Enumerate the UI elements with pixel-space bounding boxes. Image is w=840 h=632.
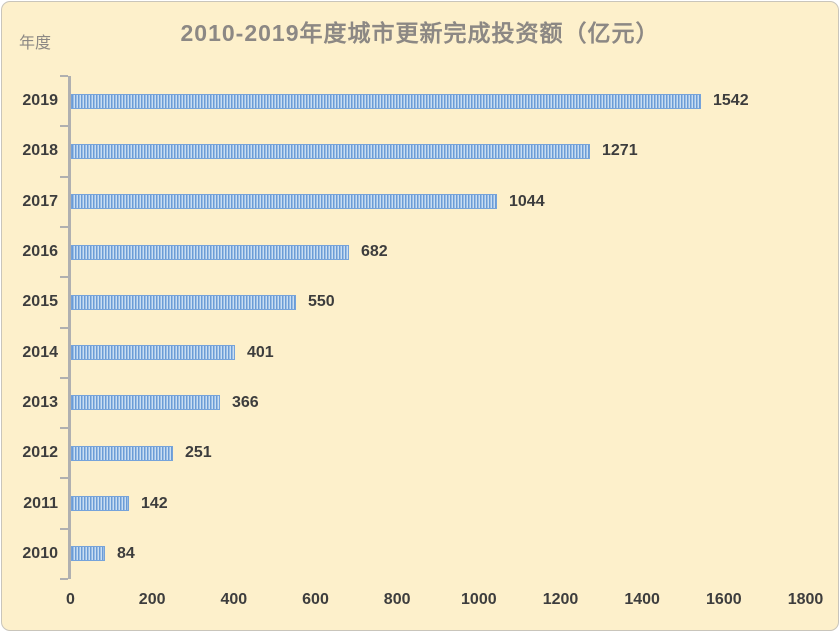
category-label: 2017 <box>22 193 58 210</box>
y-axis-tick <box>60 376 68 379</box>
category-label: 2010 <box>22 545 58 562</box>
bar <box>71 245 349 260</box>
value-label: 1271 <box>602 142 638 159</box>
value-label: 682 <box>361 243 388 260</box>
x-tick-label: 1600 <box>706 591 742 608</box>
x-tick-label: 800 <box>383 591 411 608</box>
y-axis-tick <box>60 527 68 530</box>
y-axis-tick <box>60 578 68 580</box>
x-tick-label: 200 <box>138 591 166 608</box>
y-axis-tick <box>60 427 68 430</box>
x-tick-label: 1200 <box>542 591 579 608</box>
value-label: 550 <box>308 293 335 310</box>
x-tick-label: 1800 <box>787 591 824 608</box>
bar <box>71 345 235 360</box>
bar <box>71 446 173 461</box>
bar <box>71 144 590 159</box>
x-tick-label: 0 <box>66 591 75 608</box>
category-label: 2011 <box>23 495 58 512</box>
value-label: 1542 <box>713 92 749 109</box>
value-label: 1044 <box>509 193 545 210</box>
y-axis-tick <box>60 225 68 228</box>
x-tick-label: 400 <box>220 591 248 608</box>
value-label: 142 <box>141 495 168 512</box>
value-label: 251 <box>185 444 212 461</box>
y-axis-tick <box>60 326 68 329</box>
category-label: 2019 <box>22 92 58 109</box>
bar <box>71 546 105 561</box>
category-label: 2014 <box>22 344 58 361</box>
x-tick-label: 1000 <box>461 591 497 608</box>
bar <box>71 295 296 310</box>
category-label: 2013 <box>22 394 58 411</box>
chart-title: 2010-2019年度城市更新完成投资额（亿元） <box>180 20 660 46</box>
y-axis-tick <box>60 175 68 178</box>
category-label: 2018 <box>22 142 58 159</box>
bar <box>71 194 497 209</box>
category-label: 2016 <box>22 243 58 260</box>
y-axis-tick <box>60 477 68 480</box>
y-axis-line <box>68 76 71 579</box>
bar <box>71 94 701 109</box>
y-axis-label: 年度 <box>19 35 52 52</box>
y-axis-tick <box>60 276 68 279</box>
bar <box>71 395 220 410</box>
value-label: 401 <box>247 344 274 361</box>
x-tick-label: 600 <box>302 591 329 608</box>
y-axis-tick <box>60 75 68 77</box>
y-axis-tick <box>60 125 68 128</box>
value-label: 366 <box>232 394 259 411</box>
category-label: 2015 <box>22 293 58 310</box>
x-tick-label: 1400 <box>624 591 660 608</box>
category-label: 2012 <box>22 444 58 461</box>
bar <box>71 496 129 511</box>
value-label: 84 <box>117 545 135 562</box>
